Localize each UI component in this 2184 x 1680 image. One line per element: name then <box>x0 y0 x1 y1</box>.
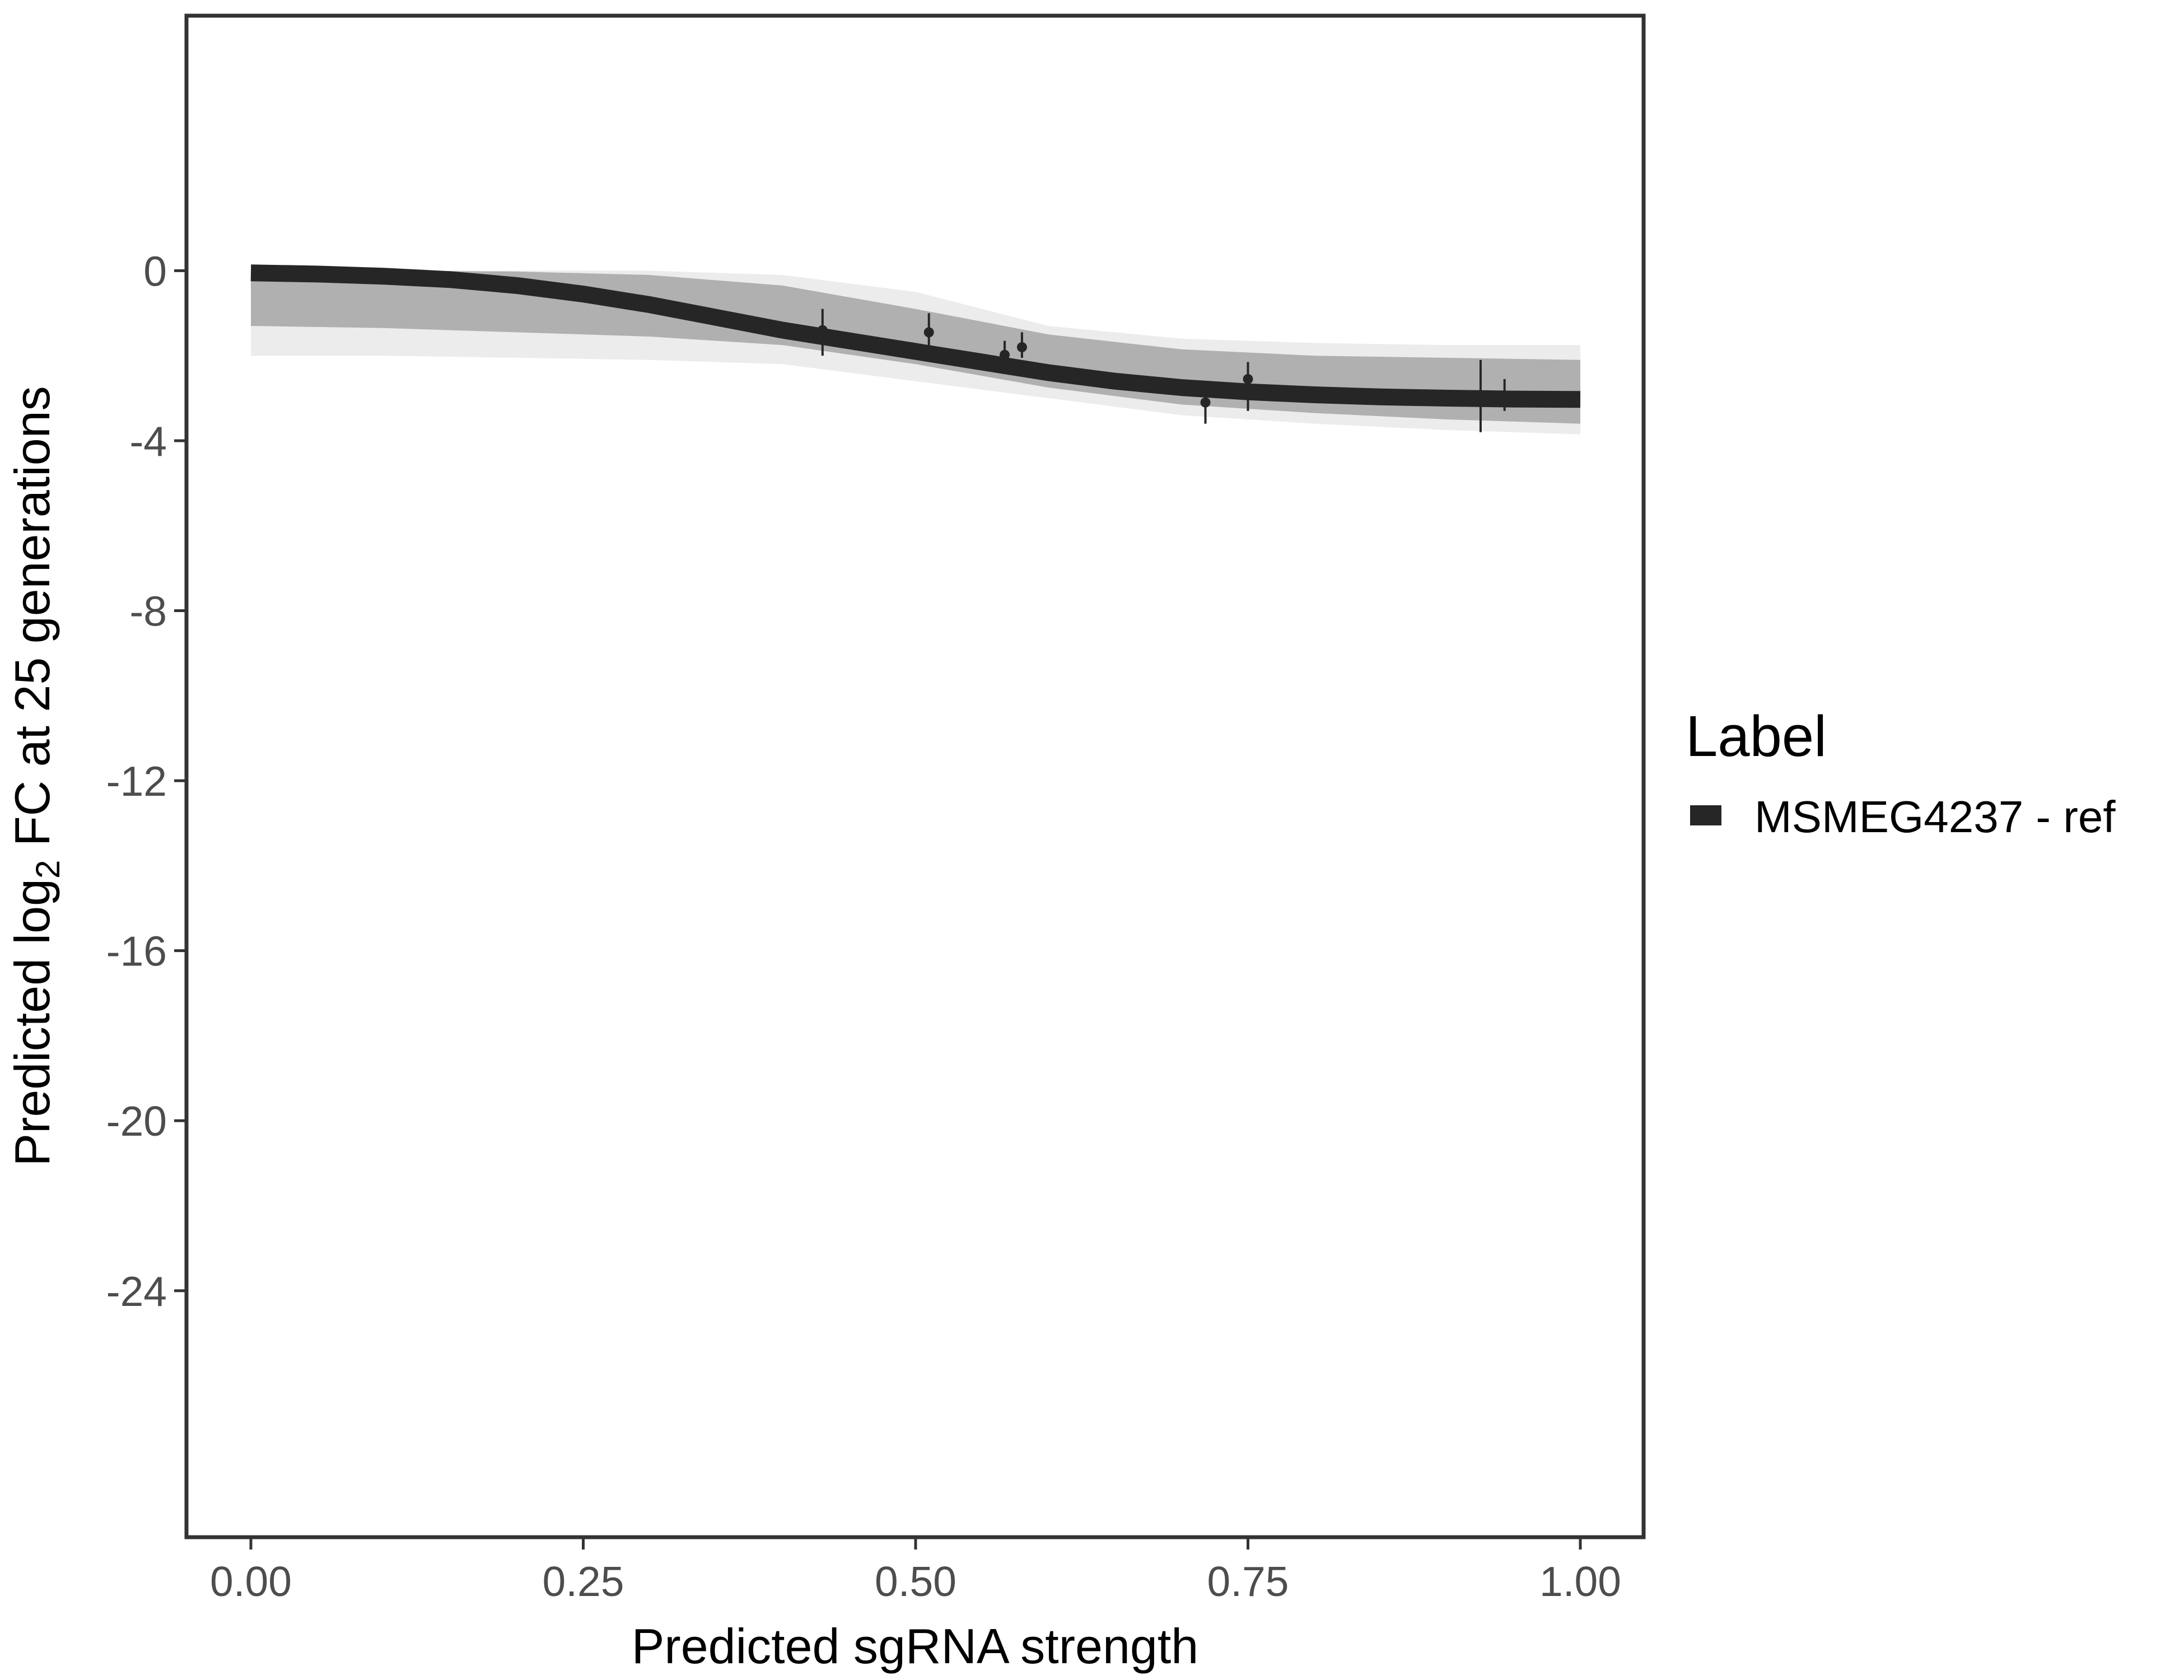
y-tick-label: -20 <box>106 1098 167 1145</box>
data-point <box>1200 397 1211 408</box>
y-axis-title-rest: FC at 25 generations <box>4 386 60 860</box>
observation-points <box>817 309 1510 432</box>
x-tick-label: 0.75 <box>1207 1558 1289 1605</box>
legend: Label MSMEG4237 - ref <box>1686 704 2116 842</box>
y-tick-label: 0 <box>143 248 167 295</box>
legend-key-swatch <box>1690 805 1721 825</box>
data-point <box>1000 349 1010 360</box>
y-axis-title-main: Predicted log <box>4 879 60 1166</box>
data-point <box>1499 391 1510 402</box>
x-tick-label: 0.50 <box>875 1558 956 1605</box>
data-point <box>1243 374 1253 384</box>
fitted-curve-layer <box>250 264 1581 408</box>
x-axis-title: Predicted sgRNA strength <box>632 1618 1199 1674</box>
y-tick-label: -12 <box>106 758 167 805</box>
y-tick-label: -4 <box>129 418 167 465</box>
plot-area <box>250 264 1581 435</box>
x-tick-label: 1.00 <box>1539 1558 1621 1605</box>
y-tick-label: -8 <box>129 588 167 635</box>
data-point <box>923 327 934 338</box>
data-point <box>1016 342 1027 352</box>
y-axis-title-subscript: 2 <box>29 860 67 879</box>
legend-title: Label <box>1686 704 1827 768</box>
series-line-0 <box>250 264 1581 408</box>
x-tick-label: 0.00 <box>210 1558 292 1605</box>
y-tick-label: -16 <box>106 928 167 975</box>
data-point <box>817 325 828 335</box>
x-axis: 0.00 0.25 0.50 0.75 1.00 <box>210 1539 1621 1605</box>
data-point <box>1475 393 1486 404</box>
x-tick-label: 0.25 <box>543 1558 624 1605</box>
plot-panel-border <box>184 13 1646 1539</box>
y-axis-title: Predicted log2 FC at 25 generations <box>4 386 67 1166</box>
legend-entry-label: MSMEG4237 - ref <box>1754 792 2116 842</box>
y-tick-label: -24 <box>106 1268 167 1315</box>
y-axis: 0 -4 -8 -12 -16 -20 -24 <box>106 248 185 1315</box>
